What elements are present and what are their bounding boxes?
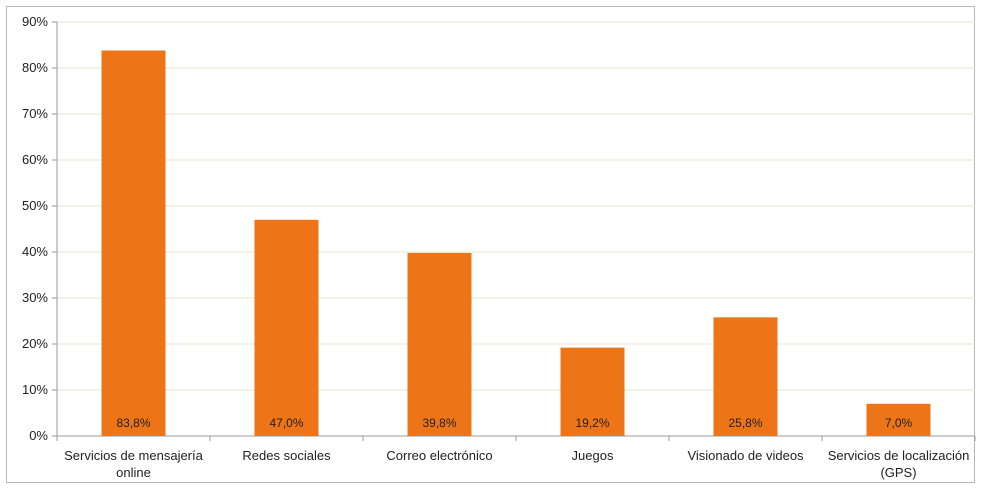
y-tick-label: 10% [22,382,48,397]
y-tick-label: 20% [22,336,48,351]
x-tick-label: Servicios de mensajería [64,448,203,463]
x-tick-label: Visionado de videos [687,448,804,463]
y-tick-label: 80% [22,60,48,75]
x-tick-label: (GPS) [880,465,916,480]
y-tick-label: 30% [22,290,48,305]
data-label: 25,8% [728,416,762,430]
y-tick-label: 40% [22,244,48,259]
data-label: 47,0% [269,416,303,430]
data-label: 7,0% [885,416,913,430]
bar [407,252,472,436]
bar [560,347,625,436]
data-label: 19,2% [575,416,609,430]
y-tick-label: 60% [22,152,48,167]
x-tick-label: Redes sociales [242,448,331,463]
bar [101,50,166,437]
chart-frame [6,6,975,483]
data-label: 83,8% [116,416,150,430]
y-tick-label: 70% [22,106,48,121]
bar [254,219,319,436]
x-tick-label: Servicios de localización [828,448,970,463]
data-label: 39,8% [422,416,456,430]
bar [866,403,931,436]
bar [713,317,778,436]
y-tick-label: 50% [22,198,48,213]
y-tick-label: 0% [29,428,48,443]
x-tick-label: Correo electrónico [386,448,492,463]
x-tick-label: Juegos [572,448,614,463]
y-tick-label: 90% [22,14,48,29]
x-tick-label: online [116,465,151,480]
